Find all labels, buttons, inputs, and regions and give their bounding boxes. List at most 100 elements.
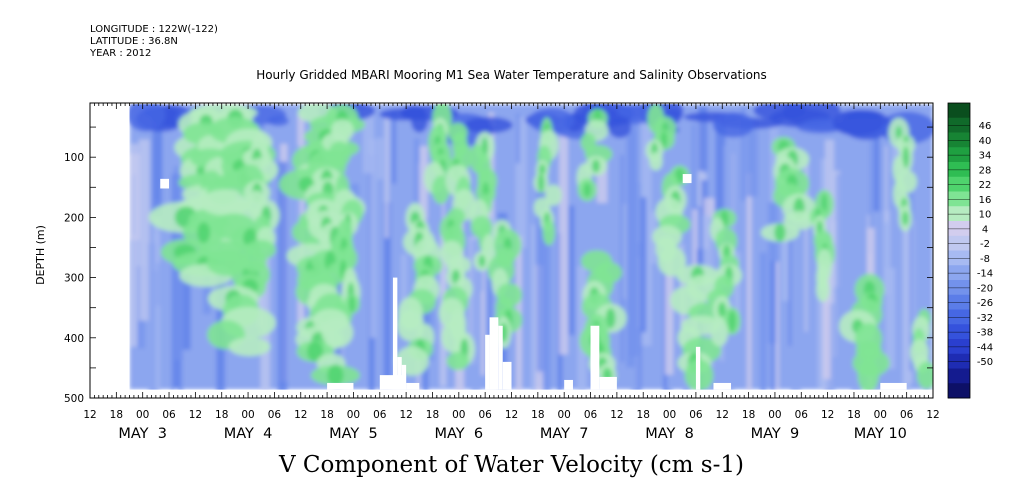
positive-velocity-core: [307, 341, 324, 362]
latitude-label: LATITUDE : 36.8N: [90, 36, 178, 47]
velocity-streak: [568, 205, 575, 336]
velocity-streak: [363, 110, 374, 174]
velocity-streak: [741, 105, 746, 201]
x-hour-label: 00: [874, 409, 887, 421]
x-date-label: MAY 10: [854, 426, 907, 442]
x-hour-label: 00: [241, 409, 254, 421]
x-hour-label: 18: [320, 409, 333, 421]
positive-velocity-blob: [783, 210, 816, 230]
velocity-streak: [919, 151, 926, 307]
y-tick-label: 400: [64, 333, 84, 345]
x-date-label: MAY 5: [329, 426, 378, 442]
colorbar-swatch: [948, 339, 970, 355]
missing-data-region: [485, 334, 490, 390]
missing-data-region: [489, 317, 499, 390]
x-hour-label: 12: [83, 409, 96, 421]
x-date-label: MAY 4: [224, 426, 273, 442]
x-hour-label: 00: [136, 409, 149, 421]
heatmap-cells: [129, 104, 933, 390]
x-hour-label: 06: [162, 409, 176, 421]
velocity-streak: [291, 145, 301, 287]
x-date-label: MAY 6: [435, 426, 484, 442]
x-hour-label: 12: [294, 409, 307, 421]
x-hour-label: 12: [926, 409, 939, 421]
x-hour-label: 12: [505, 409, 518, 421]
colorbar-swatch: [948, 353, 970, 369]
positive-velocity-blob: [431, 175, 450, 205]
plot-area: 12 18 00 06 12 18 00 06 12 18 00 06 12 18 00 06 12 18 00 06…: [34, 102, 940, 442]
metadata-block: LONGITUDE : 122W(-122) LATITUDE : 36.8N …: [90, 24, 218, 60]
missing-data-region: [682, 174, 692, 184]
colorbar-label: -26: [977, 298, 993, 309]
colorbar-swatch: [948, 324, 970, 340]
velocity-streak: [480, 208, 485, 376]
year-label: YEAR : 2012: [90, 48, 152, 59]
velocity-streak: [732, 251, 741, 332]
velocity-streak: [781, 232, 790, 301]
strong-negative-blob: [528, 107, 575, 134]
velocity-streak: [621, 154, 624, 363]
velocity-streak: [383, 202, 392, 383]
velocity-streak: [488, 217, 492, 373]
velocity-streak: [152, 123, 162, 217]
positive-velocity-core: [902, 146, 910, 168]
x-hour-label: 06: [268, 409, 282, 421]
positive-velocity-core: [537, 172, 545, 193]
colorbar-swatch: [948, 117, 970, 133]
velocity-streak: [384, 116, 390, 239]
x-hour-label: 18: [426, 409, 439, 421]
missing-data-region: [564, 379, 573, 390]
velocity-streak: [909, 192, 913, 371]
x-hour-label: 18: [531, 409, 544, 421]
x-hour-label: 00: [347, 409, 360, 421]
y-axis-label: DEPTH (m): [34, 225, 47, 285]
velocity-streak: [760, 252, 767, 390]
positive-velocity-core: [591, 159, 601, 173]
velocity-streak: [596, 156, 608, 203]
x-hour-label: 06: [900, 409, 914, 421]
velocity-streak: [788, 180, 792, 346]
positive-velocity-core: [718, 302, 727, 318]
velocity-streak: [869, 126, 872, 255]
velocity-streak: [693, 206, 703, 269]
velocity-streak: [543, 222, 551, 390]
positive-velocity-blob: [396, 309, 425, 342]
missing-data-region: [406, 382, 420, 390]
missing-data-region: [401, 364, 407, 390]
positive-velocity-core: [605, 308, 616, 329]
positive-velocity-blob: [545, 184, 562, 206]
missing-data-region: [590, 325, 600, 390]
x-axis-hour-labels: 12 18 00 06 12 18 00 06 12 18 00 06 12 18 00 06 12 18 00 06…: [83, 409, 939, 421]
velocity-streak: [817, 228, 828, 389]
colorbar-swatch: [948, 309, 970, 325]
missing-data-mask: [160, 174, 907, 390]
positive-velocity-core: [728, 310, 737, 332]
x-hour-label: 12: [189, 409, 202, 421]
x-hour-label: 12: [821, 409, 834, 421]
velocity-streak: [156, 233, 160, 390]
velocity-streak: [515, 117, 527, 249]
y-tick-label: 200: [64, 212, 84, 224]
missing-data-region: [397, 357, 402, 390]
velocity-streak: [377, 137, 383, 180]
velocity-streak: [132, 174, 135, 236]
positive-velocity-core: [197, 222, 211, 244]
velocity-streak: [392, 109, 396, 184]
colorbar-swatch: [948, 132, 970, 148]
colorbar-swatch: [948, 250, 970, 266]
velocity-streak: [746, 116, 758, 197]
colorbar-label: -20: [977, 283, 993, 294]
missing-data-region: [160, 178, 170, 189]
missing-data-region: [392, 277, 398, 390]
x-hour-label: 00: [663, 409, 676, 421]
colorbar-swatch: [948, 191, 970, 207]
x-hour-label: 12: [716, 409, 729, 421]
strong-negative-blob: [129, 104, 166, 132]
colorbar: 46 40 34 28 22 16 10 4 -2 -8 -14 -20 -26 -32 -38 -44 -50: [947, 102, 993, 399]
velocity-streak: [824, 139, 835, 304]
colorbar-label: -44: [977, 342, 993, 353]
variable-title: V Component of Water Velocity (cm s-1): [279, 452, 744, 478]
x-hour-label: 18: [215, 409, 228, 421]
velocity-streak: [148, 243, 156, 390]
colorbar-label: 4: [982, 224, 988, 235]
